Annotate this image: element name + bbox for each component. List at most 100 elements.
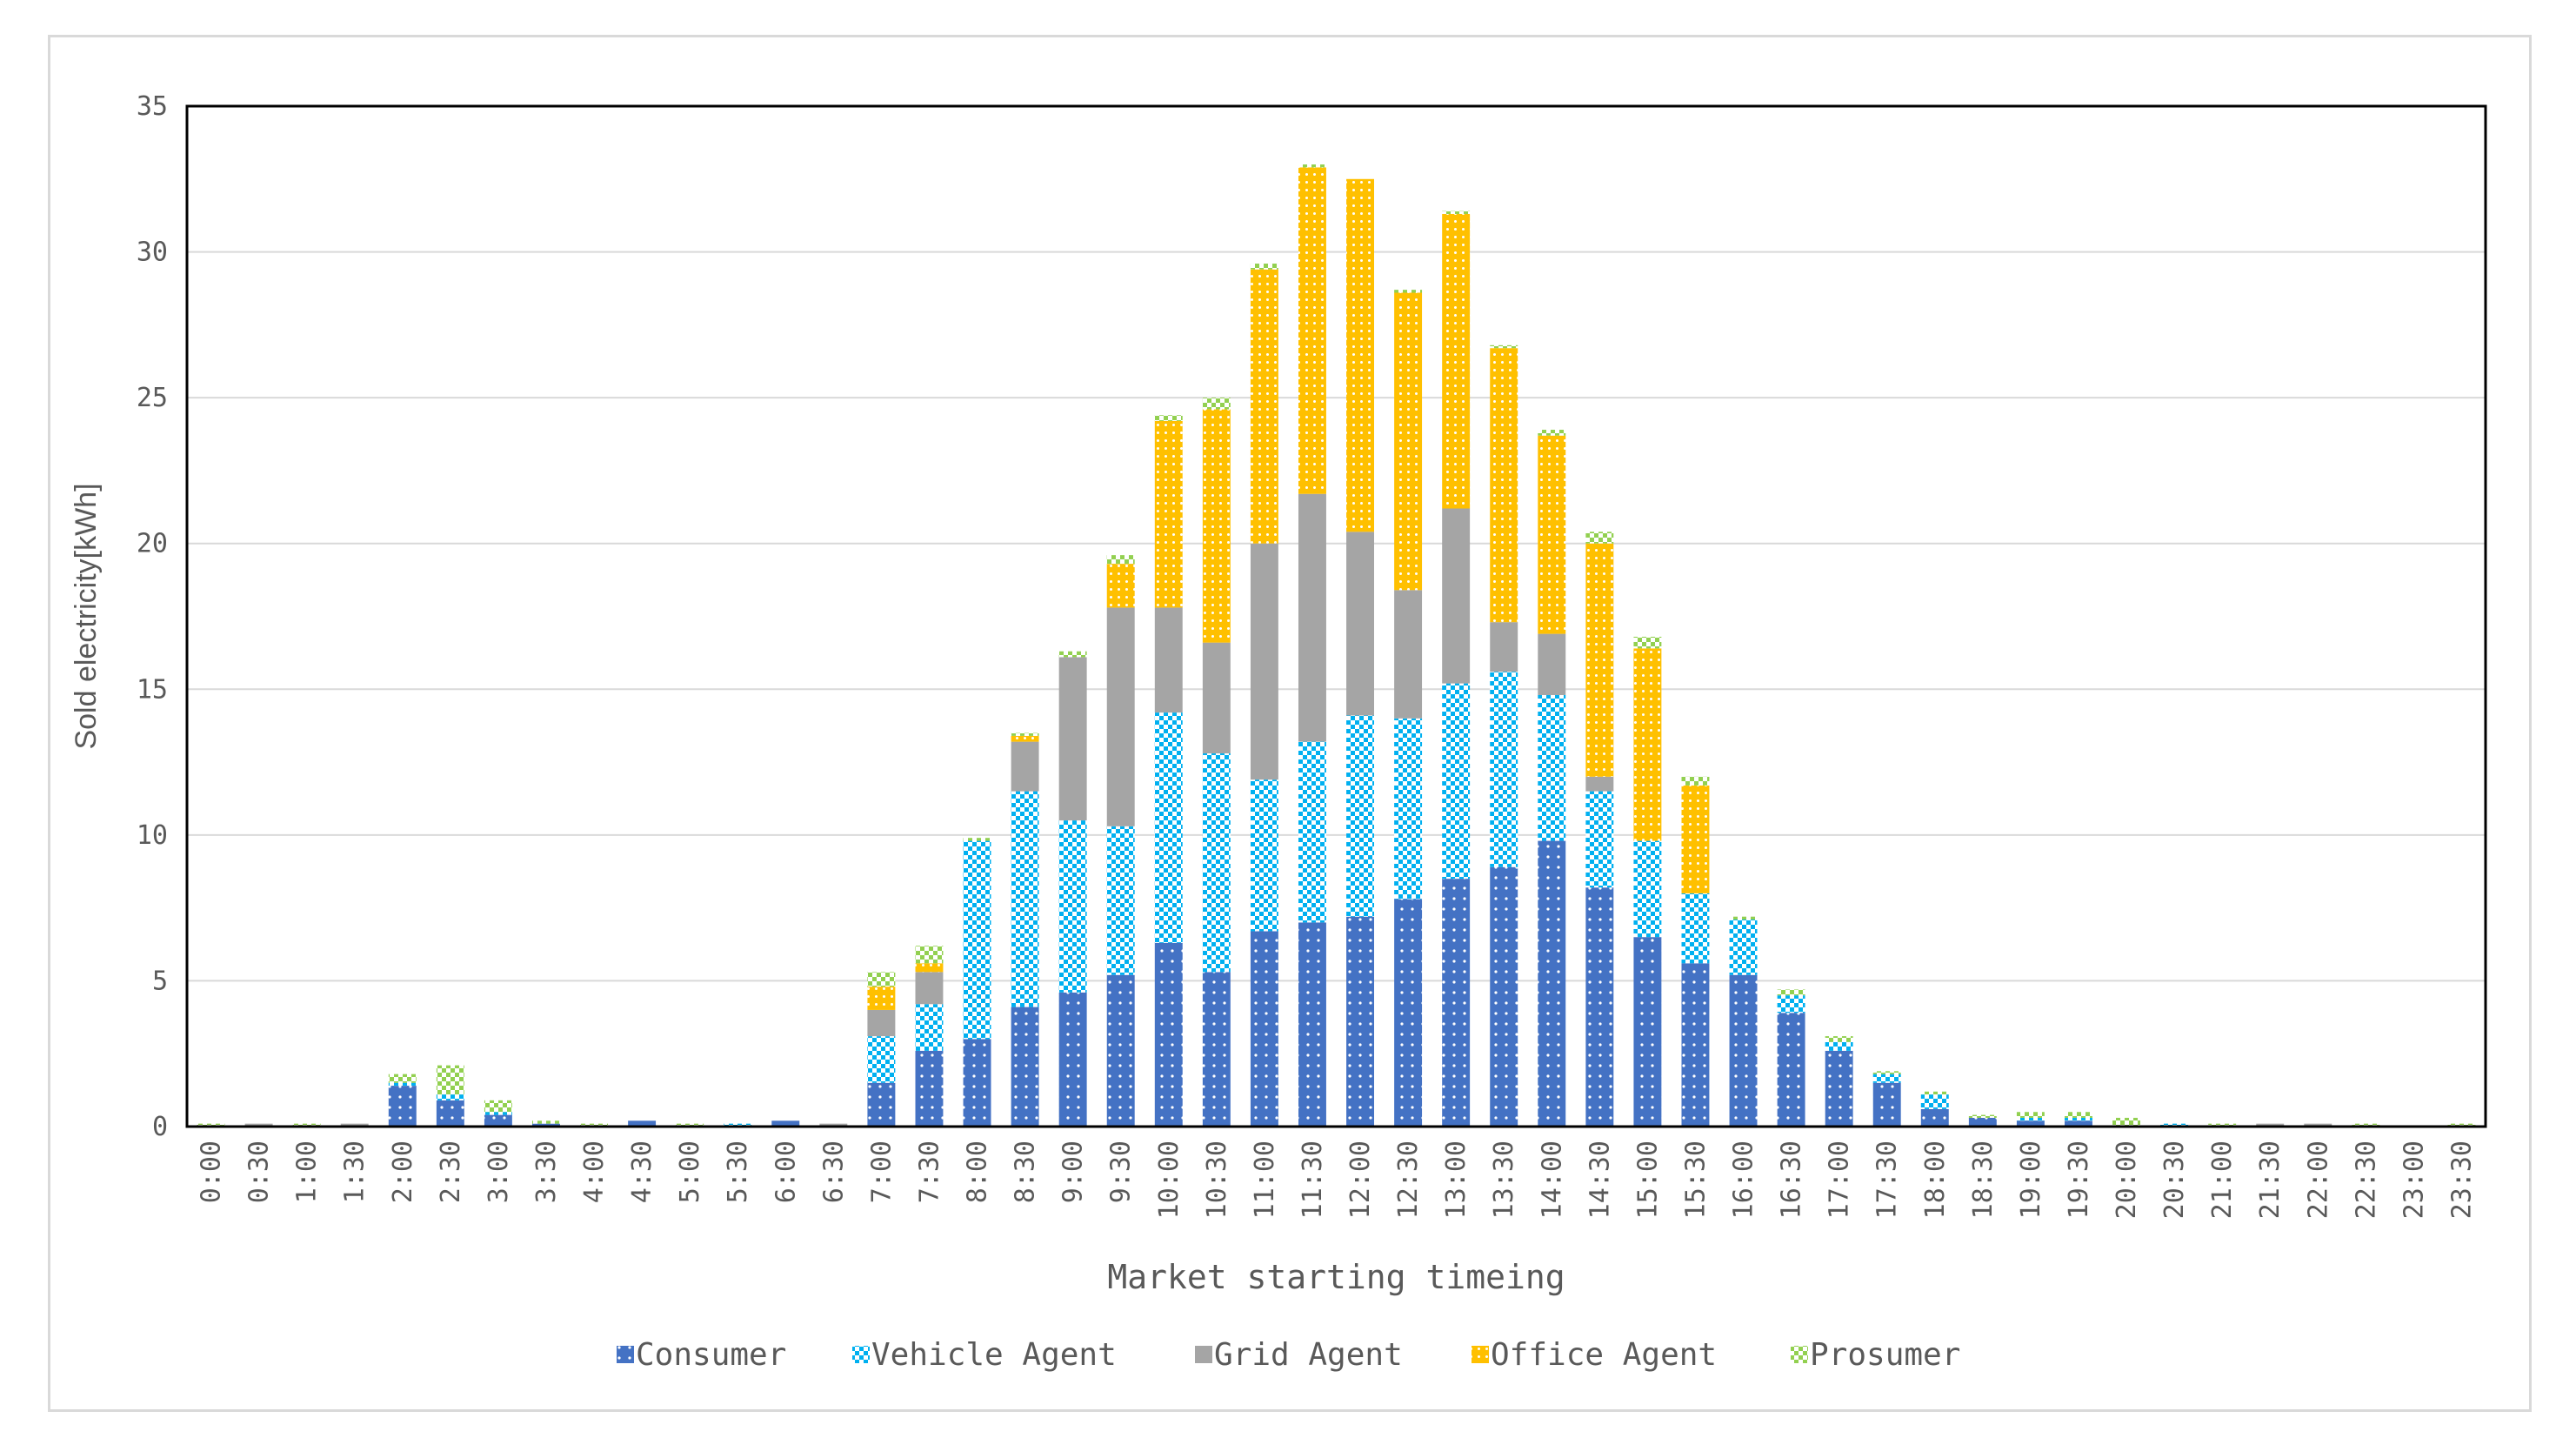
x-tick-label: 8:00	[963, 1140, 993, 1203]
legend-label-vehicle-agent: Vehicle Agent	[871, 1337, 1117, 1373]
legend-swatch-consumer	[617, 1346, 634, 1363]
bar-segment-grid-agent	[1585, 776, 1614, 792]
bar-segment-office-agent	[1346, 178, 1374, 532]
bar-segment-prosumer	[1920, 1091, 1949, 1095]
x-tick-label: 4:30	[627, 1140, 657, 1203]
x-tick-label: 11:30	[1298, 1140, 1328, 1219]
x-tick-label: 12:00	[1345, 1140, 1376, 1219]
x-tick-label: 14:30	[1585, 1140, 1615, 1219]
bar-segment-vehicle-agent	[1490, 672, 1518, 867]
x-tick-label: 1:00	[292, 1140, 323, 1203]
bar-segment-prosumer	[1777, 989, 1805, 996]
bar-segment-grid-agent	[1250, 543, 1278, 780]
bar-segment-office-agent	[1011, 735, 1039, 742]
bar-segment-prosumer	[1011, 732, 1039, 736]
bar-segment-vehicle-agent	[1633, 840, 1662, 938]
bar-segment-consumer	[1633, 937, 1662, 1127]
bar-segment-prosumer	[2352, 1123, 2380, 1127]
x-tick-label: 5:00	[675, 1140, 705, 1203]
x-tick-label: 15:00	[1632, 1140, 1663, 1219]
bar-segment-consumer	[1777, 1013, 1805, 1127]
bar-segment-consumer	[388, 1086, 417, 1127]
bars	[197, 164, 2476, 1127]
bar-segment-consumer	[1729, 974, 1758, 1127]
bar-segment-consumer	[1202, 972, 1231, 1127]
bar-segment-consumer	[771, 1120, 800, 1127]
bar-segment-prosumer	[1968, 1114, 1997, 1118]
x-tick-label: 22:30	[2351, 1140, 2381, 1219]
x-tick-label: 21:30	[2255, 1140, 2286, 1219]
bar-segment-prosumer	[1250, 263, 1278, 270]
bar-segment-prosumer	[1490, 344, 1518, 349]
bar-segment-consumer	[1872, 1082, 1901, 1127]
x-tick-label: 0:30	[244, 1140, 275, 1203]
bar-segment-prosumer	[197, 1123, 225, 1127]
bar-segment-prosumer	[532, 1120, 560, 1124]
x-tick-label: 5:30	[723, 1140, 753, 1203]
bar-segment-prosumer	[867, 972, 896, 987]
x-tick-label: 9:00	[1058, 1140, 1089, 1203]
bar-segment-prosumer	[915, 946, 944, 964]
chart-frame: 0 5 10 15 20 25 30 35 0:00 0:30 1:00 1:30 2:00 2:30 3…	[48, 35, 2532, 1412]
bar-segment-office-agent	[1538, 435, 1566, 634]
x-tick-label: 11:00	[1250, 1140, 1280, 1219]
bar-segment-office-agent	[1490, 348, 1518, 623]
bar-segment-prosumer	[1825, 1036, 1853, 1042]
x-tick-label: 23:30	[2446, 1140, 2477, 1219]
x-tick-label: 15:30	[1680, 1140, 1711, 1219]
x-tick-label: 0:00	[197, 1140, 227, 1203]
bar-segment-consumer	[1011, 1007, 1039, 1127]
bar-segment-office-agent	[867, 987, 896, 1010]
bar-segment-prosumer	[1394, 290, 1423, 293]
bar-segment-office-agent	[1154, 420, 1183, 608]
bar-segment-grid-agent	[2304, 1123, 2332, 1127]
bar-segment-office-agent	[1394, 292, 1423, 591]
x-tick-label: 13:00	[1441, 1140, 1472, 1219]
bar-segment-prosumer	[2016, 1112, 2045, 1118]
bar-segment-grid-agent	[1394, 590, 1423, 719]
bar-segment-prosumer	[1106, 555, 1135, 565]
bar-segment-vehicle-agent	[2065, 1117, 2092, 1121]
bar-segment-consumer	[915, 1050, 944, 1127]
bar-segment-grid-agent	[1058, 657, 1087, 821]
bar-segment-prosumer	[484, 1100, 512, 1113]
bar-segment-prosumer	[388, 1073, 417, 1083]
bar-segment-vehicle-agent	[1394, 718, 1423, 900]
bar-segment-consumer	[1490, 866, 1518, 1127]
bar-segment-grid-agent	[1538, 633, 1566, 695]
y-tick-label: 15	[137, 674, 168, 705]
legend-swatch-prosumer	[1791, 1346, 1808, 1363]
bar-segment-grid-agent	[1490, 622, 1518, 672]
x-tick-label: 3:30	[531, 1140, 562, 1203]
x-tick-label: 12:30	[1393, 1140, 1424, 1219]
bar-segment-grid-agent	[1298, 493, 1326, 742]
bar-segment-prosumer	[1585, 532, 1614, 544]
legend-swatch-office-agent	[1472, 1346, 1489, 1363]
bar-segment-vehicle-agent	[484, 1112, 512, 1115]
bar-segment-consumer	[532, 1123, 560, 1127]
plot-border	[185, 104, 2487, 1128]
bar-segment-consumer	[1585, 887, 1614, 1127]
bar-segment-vehicle-agent	[1011, 791, 1039, 1007]
y-tick-label: 0	[152, 1112, 168, 1142]
bar-segment-prosumer	[2065, 1112, 2092, 1118]
bar-segment-consumer	[1825, 1050, 1853, 1127]
x-tick-label: 17:30	[1872, 1140, 1903, 1219]
y-tick-label: 30	[137, 237, 168, 268]
y-tick-label: 25	[137, 383, 168, 413]
x-tick-label: 16:30	[1777, 1140, 1807, 1219]
legend-label-office-agent: Office Agent	[1491, 1337, 1717, 1373]
y-tick-label: 10	[137, 820, 168, 851]
bar-segment-office-agent	[1298, 167, 1326, 494]
bar-segment-prosumer	[1633, 636, 1662, 649]
bar-segment-grid-agent	[1106, 607, 1135, 826]
bar-segment-grid-agent	[1442, 508, 1471, 684]
x-tick-label: 14:00	[1537, 1140, 1567, 1219]
bar-segment-prosumer	[963, 838, 991, 841]
bar-segment-vehicle-agent	[867, 1036, 896, 1083]
bar-segment-vehicle-agent	[436, 1094, 464, 1100]
bar-segment-vehicle-agent	[1106, 826, 1135, 975]
bar-segment-vehicle-agent	[1681, 893, 1710, 964]
y-tick-label: 20	[137, 529, 168, 559]
x-tick-label: 10:00	[1154, 1140, 1185, 1219]
